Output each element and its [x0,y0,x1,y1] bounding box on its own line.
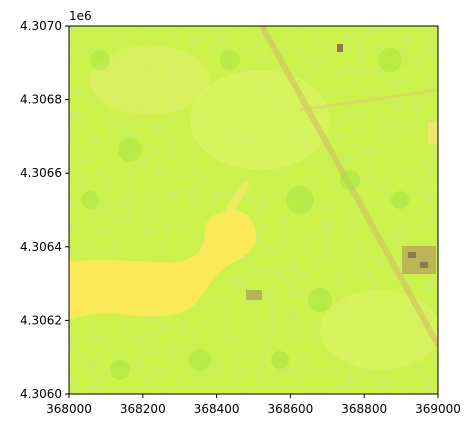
road [259,26,438,347]
building [402,246,436,274]
x-tick-label: 368200 [120,402,166,416]
axes-frame [68,25,439,395]
tree-shadows [81,48,409,380]
road [299,88,438,112]
x-tick-label: 368400 [194,402,240,416]
y-tick-label: 4.3068 [20,93,62,107]
x-tick-label: 368600 [267,402,313,416]
x-axis: 368000 368200 368400 368600 368800 369000 [46,394,461,416]
building [246,290,262,300]
y-offset-label: 1e6 [69,9,92,23]
x-tick-label: 368800 [341,402,387,416]
y-tick-label: 4.3064 [20,240,62,254]
building [408,252,416,258]
building [337,44,343,52]
light-patch [320,290,438,370]
y-tick-label: 4.3060 [20,387,62,401]
x-tick-label: 369000 [415,402,461,416]
y-tick-label: 4.3062 [20,313,62,327]
raster-image [69,26,438,394]
y-tick-label: 4.3070 [20,19,62,33]
light-patch [90,45,210,115]
building [428,122,438,144]
water-channel [225,180,250,214]
building [420,262,428,268]
light-patch [190,70,330,170]
water-body [69,210,256,320]
y-axis: 4.3060 4.3062 4.3064 4.3066 4.3068 4.3070 [20,19,69,401]
y-tick-label: 4.3066 [20,166,62,180]
x-tick-label: 368000 [46,402,92,416]
